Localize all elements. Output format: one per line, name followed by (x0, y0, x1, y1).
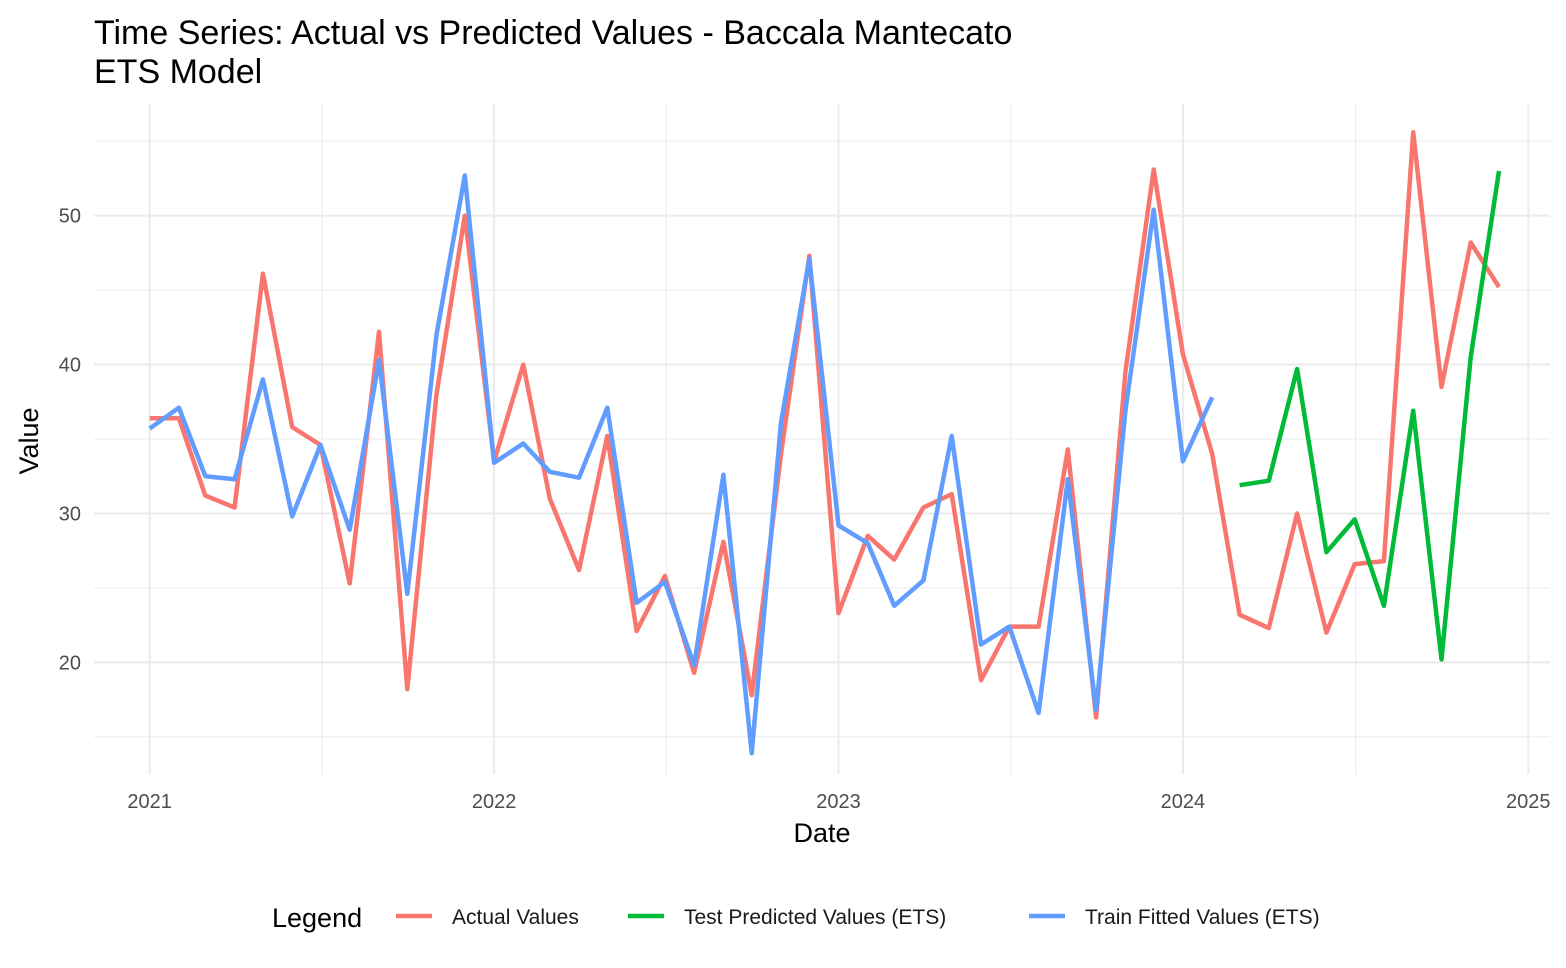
x-tick-label: 2024 (1161, 791, 1206, 813)
x-tick-label: 2025 (1506, 791, 1551, 813)
x-axis: 2021 2022 2023 2024 2025 (127, 791, 1550, 813)
chart-title: Time Series: Actual vs Predicted Values … (94, 14, 1012, 52)
x-tick-label: 2022 (472, 791, 517, 813)
legend: Legend Actual Values Test Predicted Value… (272, 903, 1320, 933)
legend-item: Actual Values (396, 906, 579, 929)
x-tick-label: 2021 (127, 791, 172, 813)
y-axis: 20 30 40 50 (59, 206, 81, 675)
x-tick-label: 2023 (816, 791, 861, 813)
y-tick-label: 40 (59, 355, 81, 377)
series-line (148, 173, 1215, 756)
chart-subtitle: ETS Model (94, 53, 262, 91)
series-line (1239, 170, 1502, 662)
series-line (149, 130, 1501, 720)
y-tick-label: 50 (59, 206, 81, 228)
x-axis-title: Date (793, 818, 850, 848)
plot-area (148, 130, 1502, 756)
legend-item: Test Predicted Values (ETS) (628, 906, 946, 929)
y-axis-title: Value (14, 407, 44, 474)
legend-item: Train Fitted Values (ETS) (1029, 906, 1320, 929)
legend-label: Train Fitted Values (ETS) (1085, 906, 1320, 929)
legend-label: Test Predicted Values (ETS) (684, 906, 946, 929)
y-tick-label: 20 (59, 652, 81, 674)
legend-title: Legend (272, 903, 362, 933)
legend-label: Actual Values (452, 906, 579, 929)
y-tick-label: 30 (59, 503, 81, 525)
